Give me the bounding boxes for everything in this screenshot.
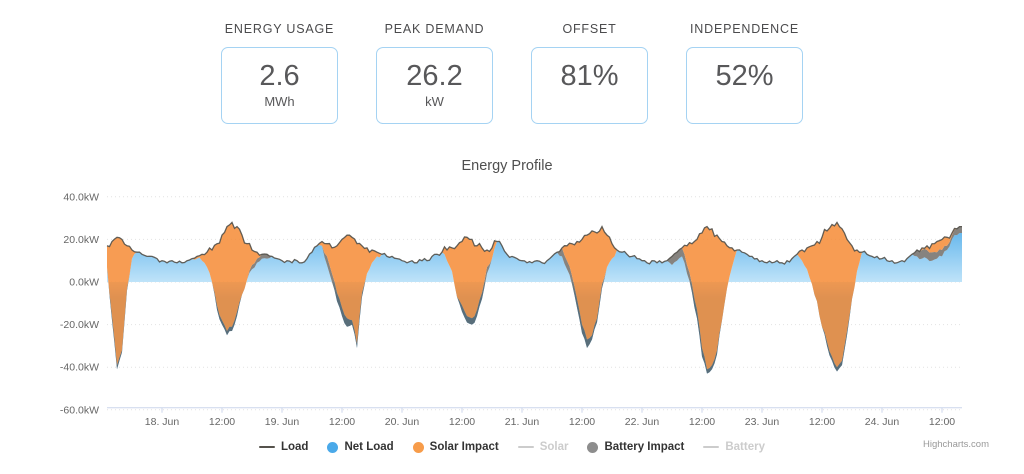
x-axis-label: 12:00 xyxy=(689,416,715,428)
stat-label: OFFSET xyxy=(562,22,617,36)
y-axis-label: 0.0kW xyxy=(69,277,99,289)
x-axis-label: 23. Jun xyxy=(745,416,780,428)
energy-profile-chart: Energy Profile 40.0kW 20.0kW 0.0kW -20.0kW -… xyxy=(0,154,1024,474)
x-axis-label: 21. Jun xyxy=(505,416,540,428)
x-axis-label: 19. Jun xyxy=(265,416,300,428)
legend-label: Solar xyxy=(539,441,569,453)
x-axis-label: 12:00 xyxy=(329,416,355,428)
solar-impact-dot-swatch xyxy=(412,441,424,453)
x-axis-label: 12:00 xyxy=(209,416,235,428)
y-axis-label: -20.0kW xyxy=(60,319,99,331)
legend-item-net-load[interactable]: Net Load xyxy=(327,441,394,453)
legend-item-solar-impact[interactable]: Solar Impact xyxy=(412,441,499,453)
legend-label: Net Load xyxy=(344,441,394,453)
stat-card: 52% xyxy=(686,47,803,124)
battery-impact-dot-swatch xyxy=(587,441,599,453)
x-axis-label: 20. Jun xyxy=(385,416,420,428)
stats-row: ENERGY USAGE 2.6 MWh PEAK DEMAND 26.2 kW… xyxy=(221,22,803,124)
x-axis-label: 24. Jun xyxy=(865,416,900,428)
stat-peak-demand: PEAK DEMAND 26.2 kW xyxy=(376,22,493,124)
load-line-swatch xyxy=(258,446,275,448)
stat-value: 2.6 xyxy=(259,59,300,92)
stat-card: 26.2 kW xyxy=(376,47,493,124)
x-axis-label: 22. Jun xyxy=(625,416,660,428)
x-axis-label: 12:00 xyxy=(809,416,835,428)
x-axis-label: 12:00 xyxy=(449,416,475,428)
legend-item-solar[interactable]: Solar xyxy=(517,441,569,453)
legend-item-battery[interactable]: Battery xyxy=(703,441,765,453)
solar-line-swatch xyxy=(517,446,534,448)
stat-unit: kW xyxy=(425,94,444,110)
load-line xyxy=(106,221,962,265)
highcharts-credit-link[interactable]: Highcharts.com xyxy=(923,439,989,450)
stat-card: 81% xyxy=(531,47,648,124)
chart-legend: Load Net Load Solar Impact Solar Battery… xyxy=(0,441,1024,453)
stat-label: PEAK DEMAND xyxy=(384,22,485,36)
y-axis-label: 20.0kW xyxy=(63,234,99,246)
x-axis-label: 12:00 xyxy=(569,416,595,428)
net-load-area xyxy=(107,233,962,374)
y-axis-label: 40.0kW xyxy=(63,191,99,203)
x-axis-label: 12:00 xyxy=(929,416,955,428)
stat-label: ENERGY USAGE xyxy=(224,22,335,36)
stat-unit: MWh xyxy=(264,94,295,110)
legend-label: Battery Impact xyxy=(604,441,685,453)
legend-item-load[interactable]: Load xyxy=(258,441,309,453)
stat-value: 81% xyxy=(560,59,619,92)
legend-label: Battery xyxy=(725,441,765,453)
chart-title: Energy Profile xyxy=(461,158,553,174)
chart-plot-area[interactable]: 40.0kW 20.0kW 0.0kW -20.0kW -40.0kW -60.0kW 18… xyxy=(0,154,1024,474)
legend-item-battery-impact[interactable]: Battery Impact xyxy=(587,441,684,453)
stat-card: 2.6 MWh xyxy=(221,47,338,124)
stat-value: 52% xyxy=(715,59,774,92)
stat-offset: OFFSET 81% xyxy=(531,22,648,124)
stat-energy-usage: ENERGY USAGE 2.6 MWh xyxy=(221,22,338,124)
stat-label: INDEPENDENCE xyxy=(690,22,799,36)
legend-label: Load xyxy=(280,441,309,453)
x-axis-label: 18. Jun xyxy=(145,416,180,428)
battery-line-swatch xyxy=(703,446,720,448)
y-axis-label: -60.0kW xyxy=(60,404,99,416)
solar-impact-area xyxy=(107,222,962,370)
net-load-dot-swatch xyxy=(327,441,339,453)
y-axis-label: -40.0kW xyxy=(60,362,99,374)
stat-independence: INDEPENDENCE 52% xyxy=(686,22,803,124)
legend-label: Solar Impact xyxy=(429,441,499,453)
stat-value: 26.2 xyxy=(406,59,463,92)
